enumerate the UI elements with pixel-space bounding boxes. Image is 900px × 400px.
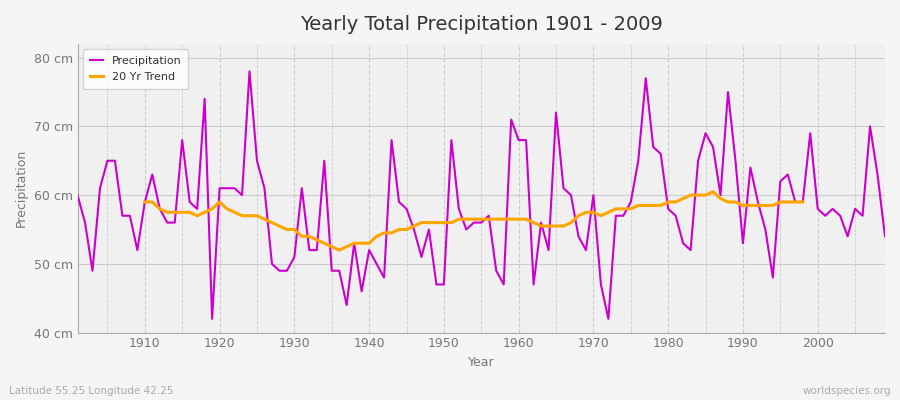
Title: Yearly Total Precipitation 1901 - 2009: Yearly Total Precipitation 1901 - 2009 [300,15,662,34]
Precipitation [72,193,83,198]
Precipitation [244,69,255,74]
Line: 20 Yr Trend: 20 Yr Trend [145,192,803,250]
Precipitation [207,316,218,321]
20 Yr Trend [737,203,748,208]
20 Yr Trend [483,217,494,222]
20 Yr Trend [401,227,412,232]
Line: Precipitation: Precipitation [77,71,885,319]
Precipitation [879,234,890,239]
X-axis label: Year: Year [468,356,495,369]
Precipitation [528,282,539,287]
Precipitation [132,248,143,252]
Y-axis label: Precipitation: Precipitation [15,149,28,227]
20 Yr Trend [140,200,150,204]
20 Yr Trend [274,224,284,228]
20 Yr Trend [707,189,718,194]
20 Yr Trend [207,206,218,211]
Precipitation [521,138,532,142]
Precipitation [356,289,367,294]
Text: Latitude 55.25 Longitude 42.25: Latitude 55.25 Longitude 42.25 [9,386,174,396]
20 Yr Trend [797,200,808,204]
Precipitation [618,213,629,218]
20 Yr Trend [221,206,232,211]
Precipitation [311,248,322,252]
Text: worldspecies.org: worldspecies.org [803,386,891,396]
20 Yr Trend [334,248,345,252]
Legend: Precipitation, 20 Yr Trend: Precipitation, 20 Yr Trend [83,50,188,88]
